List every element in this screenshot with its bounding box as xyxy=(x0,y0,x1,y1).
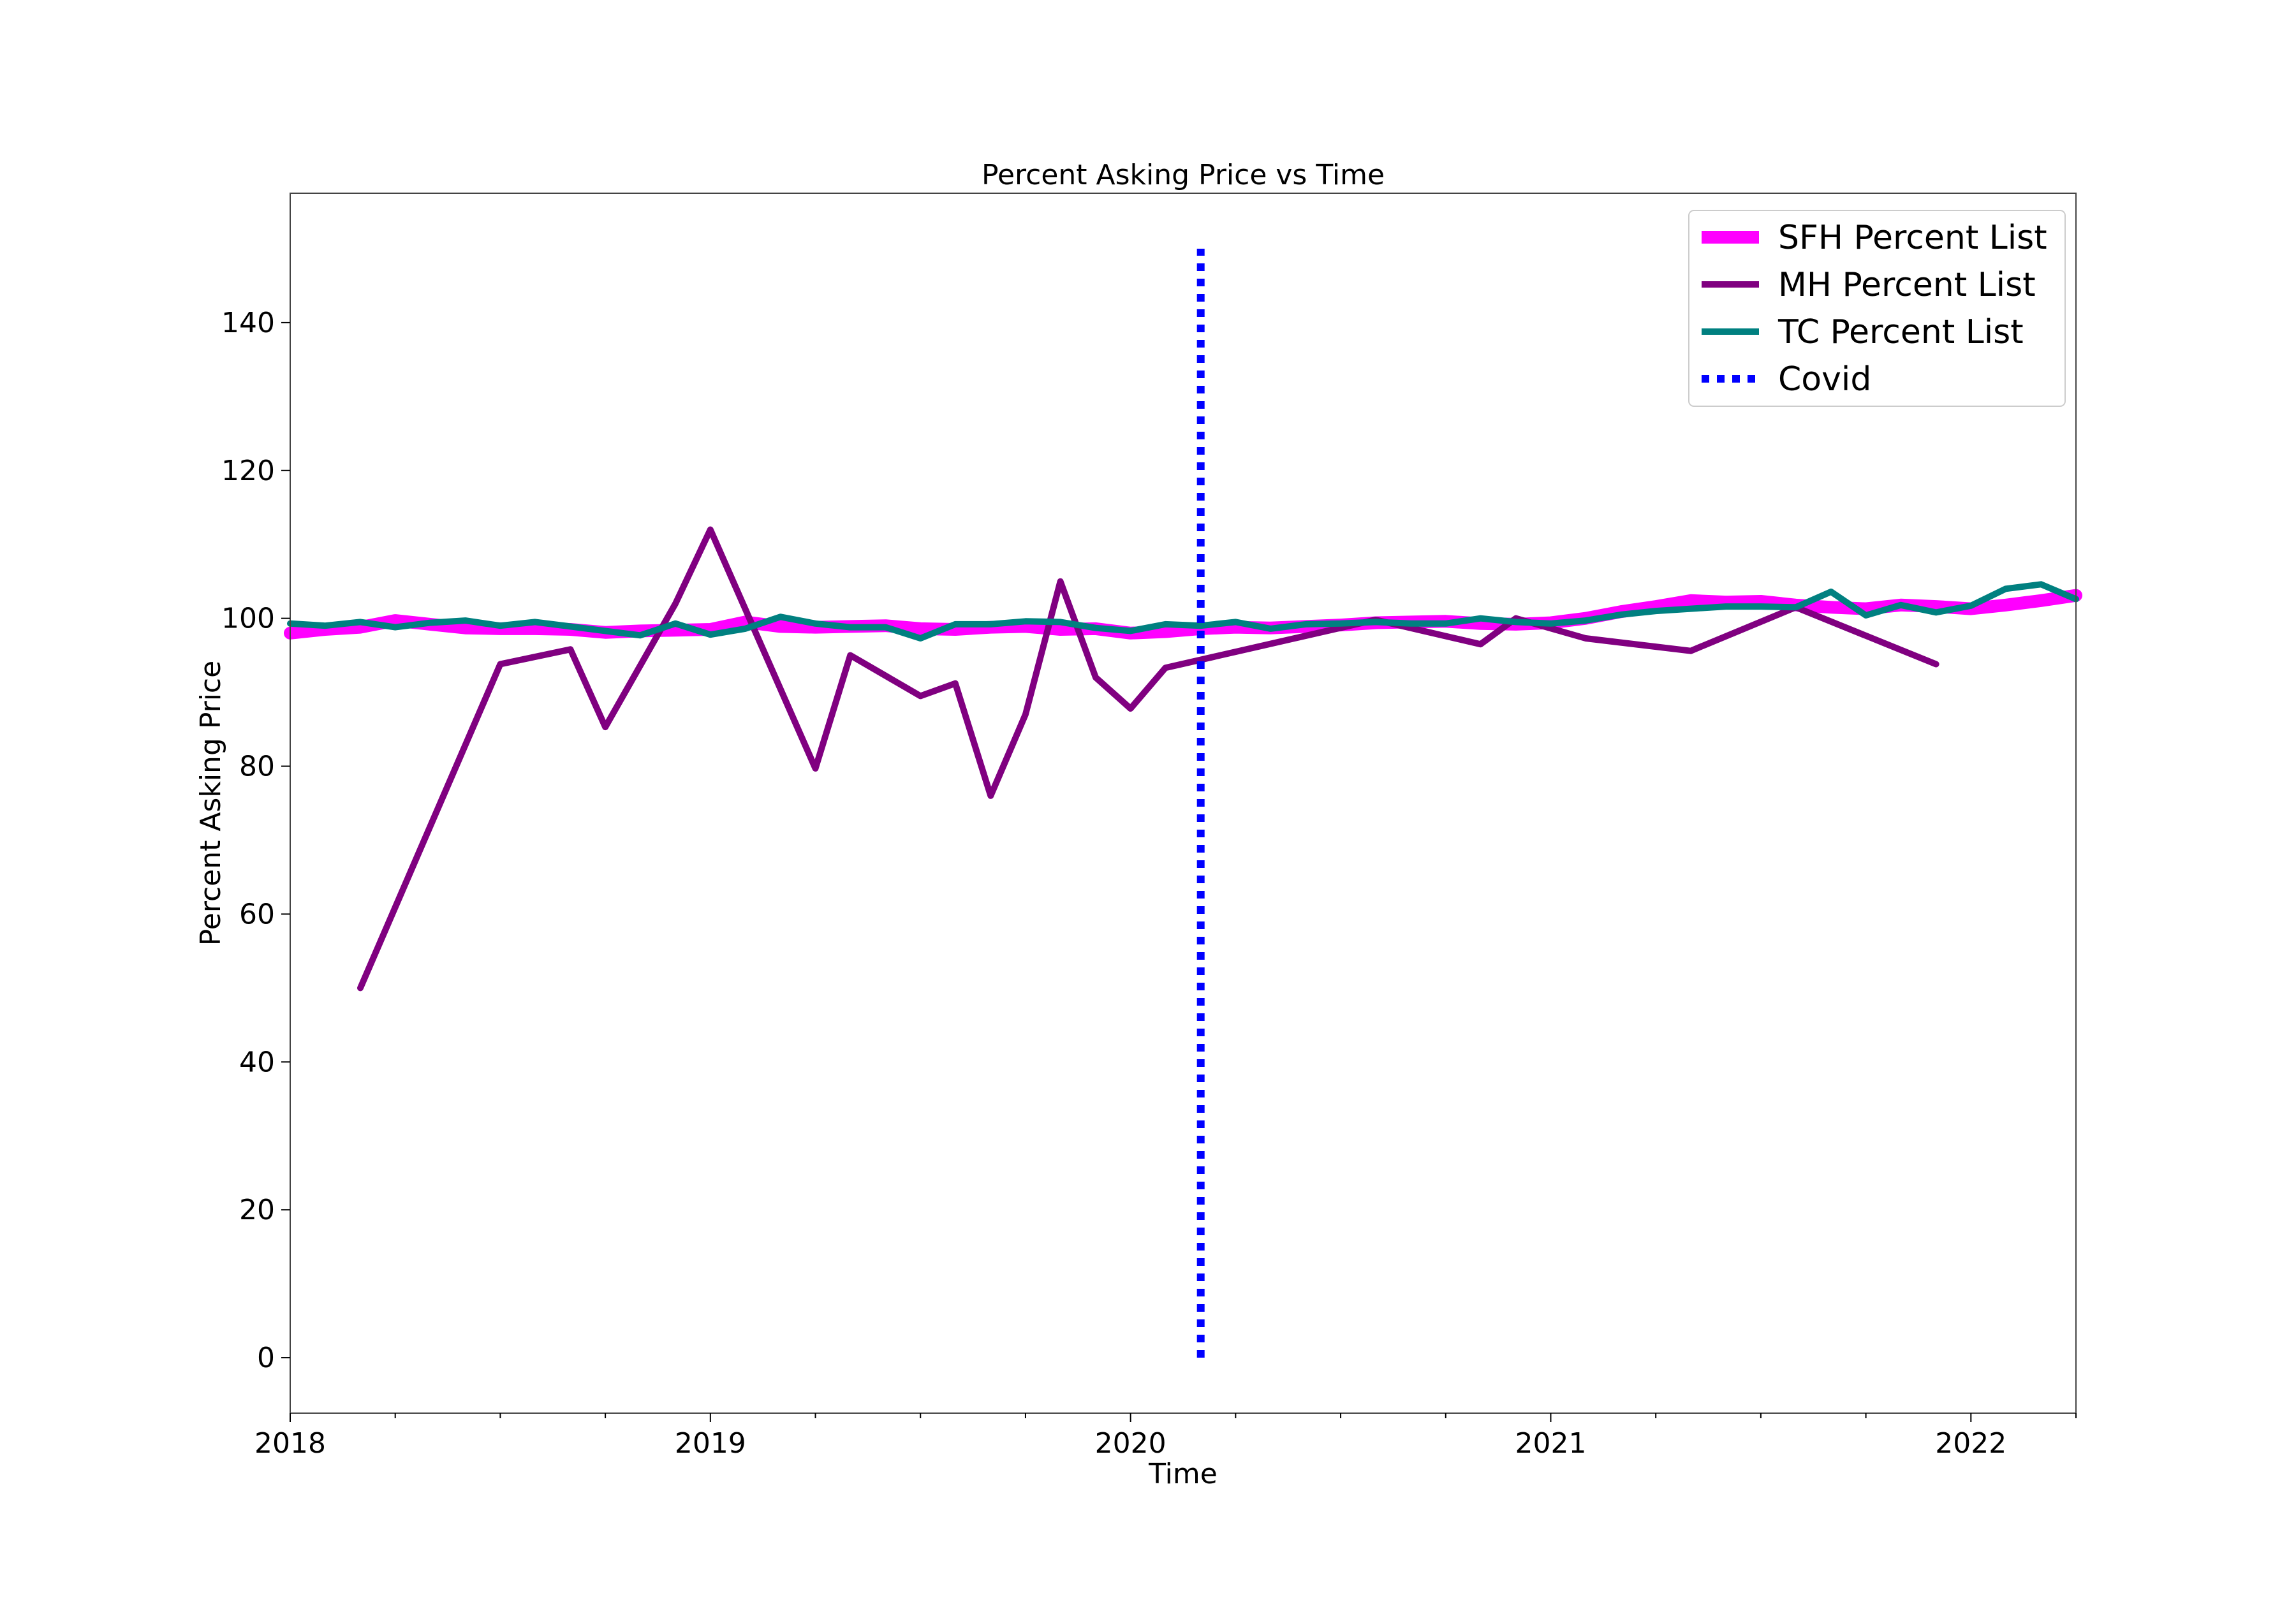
legend-label: SFH Percent List xyxy=(1778,219,2047,257)
series-line-tc-percent-list xyxy=(287,581,2079,642)
y-tick-label: 120 xyxy=(221,455,275,487)
y-tick-label: 60 xyxy=(239,898,275,930)
series-layer xyxy=(284,249,2082,1358)
x-tick-label: 2021 xyxy=(1515,1427,1586,1460)
y-axis-label: Percent Asking Price xyxy=(195,661,227,946)
legend-label: TC Percent List xyxy=(1777,313,2024,351)
y-tick-label: 0 xyxy=(257,1342,275,1374)
plot-frame xyxy=(290,193,2077,1414)
x-tick-label: 2019 xyxy=(675,1427,746,1460)
y-tick-label: 140 xyxy=(221,307,275,339)
y-tick-label: 20 xyxy=(239,1194,275,1226)
legend-box xyxy=(1688,210,2066,407)
x-tick-label: 2018 xyxy=(254,1427,326,1460)
x-tick-label: 2022 xyxy=(1935,1427,2006,1460)
y-tick-label: 40 xyxy=(239,1046,275,1078)
legend-label: MH Percent List xyxy=(1778,266,2036,304)
chart-title: Percent Asking Price vs Time xyxy=(982,159,1385,191)
y-axis: 0 20 40 60 80 100 120 140 xyxy=(221,307,290,1374)
y-tick-label: 100 xyxy=(221,603,275,635)
y-tick-label: 80 xyxy=(239,751,275,783)
x-tick-label: 2020 xyxy=(1095,1427,1166,1460)
x-axis: 2018 2019 2020 2021 2022 xyxy=(254,1413,2077,1460)
x-axis-label: Time xyxy=(1148,1458,1218,1490)
legend: SFH Percent List MH Percent List TC Percen… xyxy=(1688,210,2066,407)
legend-label: Covid xyxy=(1778,360,1871,399)
